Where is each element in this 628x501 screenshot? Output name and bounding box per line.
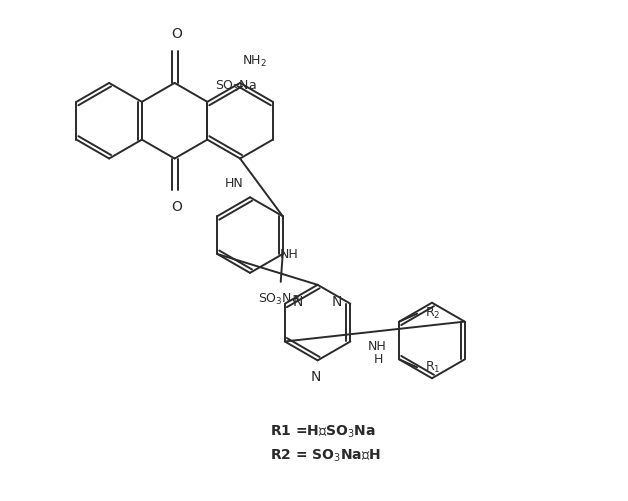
Text: N: N — [310, 370, 321, 384]
Text: N: N — [332, 295, 342, 309]
Text: R1 =H或SO$_3$Na: R1 =H或SO$_3$Na — [270, 424, 376, 440]
Text: SO$_3$Na: SO$_3$Na — [258, 292, 300, 307]
Text: NH: NH — [279, 248, 298, 262]
Text: O: O — [171, 200, 182, 214]
Text: O: O — [171, 27, 182, 41]
Text: N: N — [293, 295, 303, 309]
Text: R2 = SO$_3$Na或H: R2 = SO$_3$Na或H — [270, 448, 381, 464]
Text: HN: HN — [225, 177, 244, 190]
Text: H: H — [374, 353, 384, 366]
Text: NH$_2$: NH$_2$ — [242, 54, 267, 69]
Text: R$_1$: R$_1$ — [425, 360, 441, 375]
Text: R$_2$: R$_2$ — [425, 306, 440, 321]
Text: SO$_3$Na: SO$_3$Na — [215, 79, 257, 94]
Text: NH: NH — [367, 340, 386, 353]
